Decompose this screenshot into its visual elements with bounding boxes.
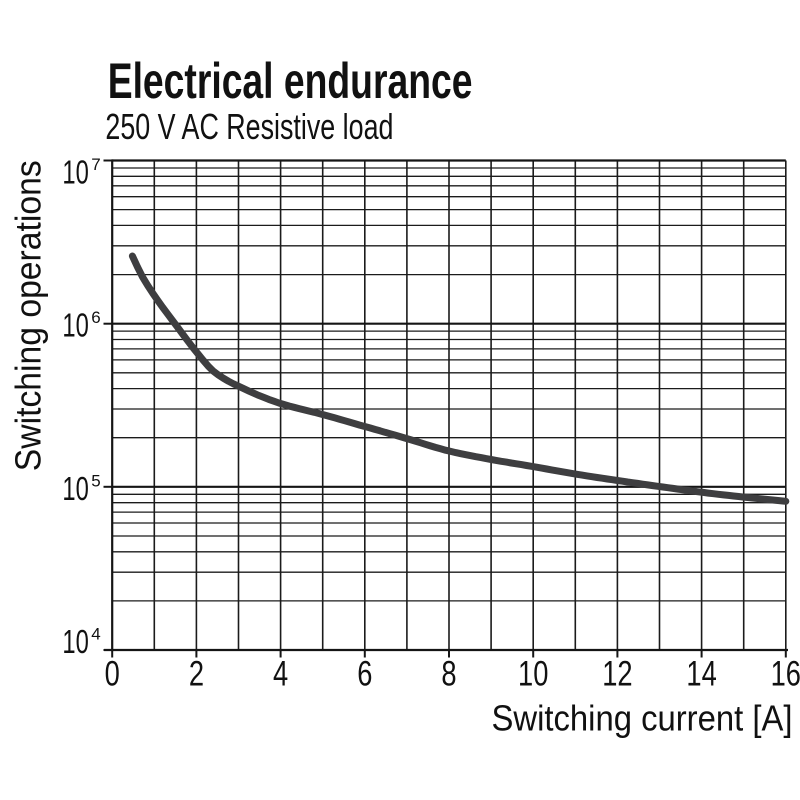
svg-text:6: 6: [91, 308, 100, 327]
svg-text:Switching current [A]: Switching current [A]: [492, 699, 793, 739]
svg-text:6: 6: [357, 654, 372, 693]
svg-text:Electrical endurance: Electrical endurance: [108, 54, 473, 110]
svg-text:10: 10: [62, 471, 88, 508]
svg-text:0: 0: [105, 654, 120, 693]
svg-text:10: 10: [518, 654, 548, 693]
svg-text:10: 10: [62, 308, 88, 345]
svg-text:4: 4: [273, 654, 288, 693]
svg-text:12: 12: [602, 654, 632, 693]
svg-text:4: 4: [91, 625, 100, 644]
svg-text:5: 5: [91, 471, 100, 490]
svg-text:250 V AC Resistive load: 250 V AC Resistive load: [105, 106, 393, 147]
svg-text:10: 10: [62, 155, 88, 192]
svg-text:Switching operations: Switching operations: [8, 160, 48, 471]
svg-text:8: 8: [441, 654, 456, 693]
svg-text:14: 14: [686, 654, 716, 693]
svg-text:10: 10: [62, 624, 88, 661]
svg-text:7: 7: [91, 155, 100, 174]
svg-text:16: 16: [771, 654, 800, 693]
svg-text:2: 2: [189, 654, 204, 693]
